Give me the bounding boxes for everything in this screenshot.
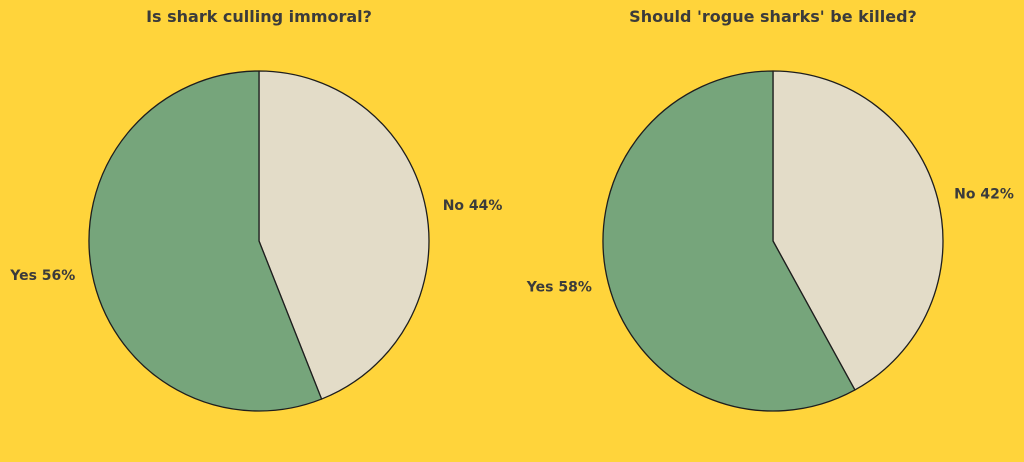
- pie-slice-yes: [88, 70, 323, 412]
- pie-label-no: No 44%: [443, 198, 503, 214]
- chart-title-culling: Is shark culling immoral?: [146, 7, 372, 26]
- pie-label-yes: Yes 58%: [526, 280, 592, 296]
- pie-slice-yes: [602, 70, 856, 412]
- pie-slice-no: [258, 70, 430, 400]
- pie-slice-no: [772, 70, 944, 391]
- pie-chart-culling: No 44% Yes 56%: [9, 70, 503, 412]
- chart-title-rogue-sharks: Should 'rogue sharks' be killed?: [629, 7, 917, 26]
- pie-label-yes: Yes 56%: [9, 268, 75, 284]
- pie-chart-rogue-sharks: No 42% Yes 58%: [526, 70, 1014, 412]
- pie-label-no: No 42%: [954, 186, 1014, 202]
